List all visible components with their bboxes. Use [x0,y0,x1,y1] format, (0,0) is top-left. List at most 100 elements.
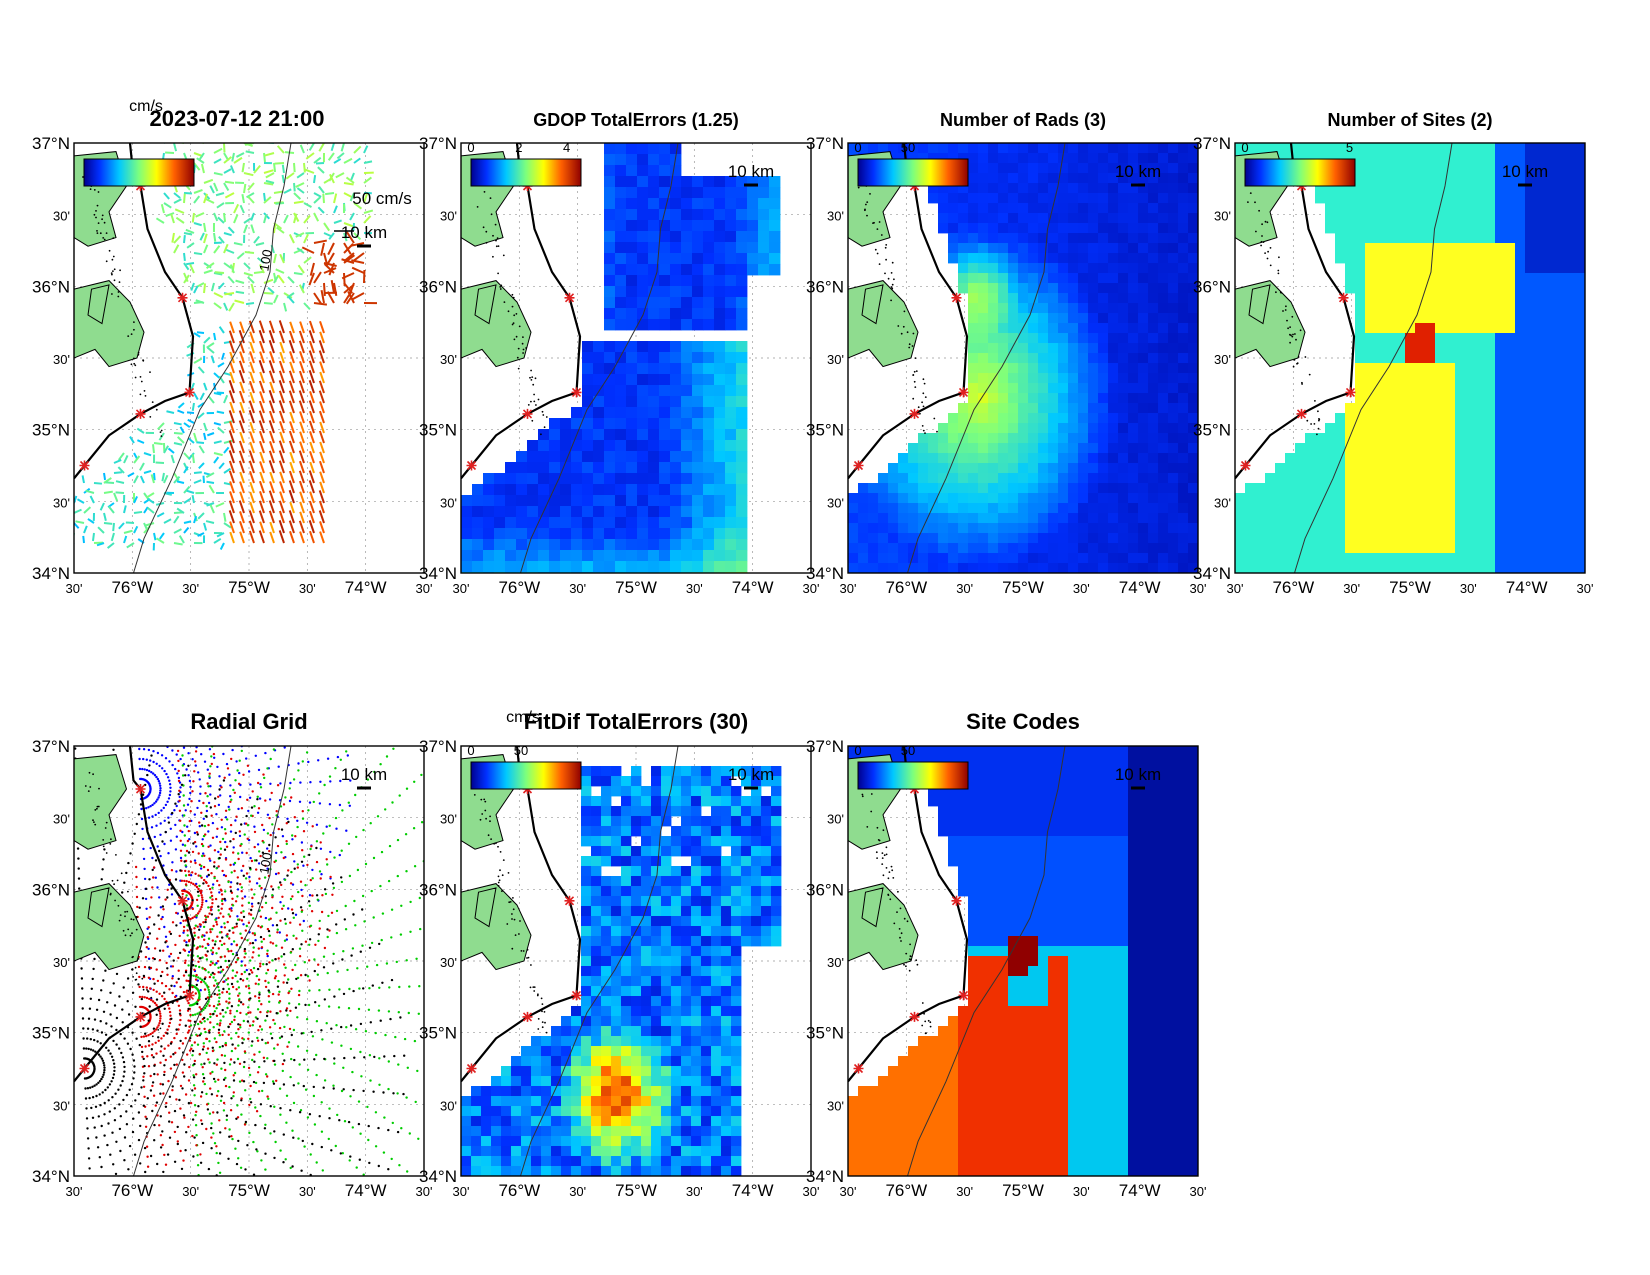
velocity-vector [263,169,274,174]
data-cell [1018,243,1029,254]
data-cell [1078,333,1089,344]
data-cell [769,187,781,199]
data-cell [1565,163,1576,174]
data-cell [714,308,726,320]
data-cell [988,273,999,284]
data-cell [1565,443,1576,454]
data-cell [1495,413,1506,424]
data-cell [593,385,605,397]
data-cell [1465,493,1476,504]
radial-grid-point [289,882,293,885]
data-cell [1525,523,1536,534]
data-cell [1078,233,1089,244]
radial-grid-point [184,959,187,962]
radial-grid-point [141,767,144,771]
data-cell [1118,503,1129,514]
data-cell [1455,163,1466,174]
data-cell [1138,513,1149,524]
data-cell [560,484,572,496]
data-cell [1168,323,1179,334]
data-cell [604,517,616,529]
velocity-vector [363,209,374,214]
radial-grid-point [224,832,227,835]
data-cell [1415,433,1426,444]
data-cell [1028,233,1039,244]
data-cell [1545,183,1556,194]
data-cell [1148,373,1159,384]
radial-grid-point [188,950,191,954]
data-cell [692,286,704,298]
velocity-vector [278,360,285,374]
data-cell [1565,313,1576,324]
coast-dot [490,213,493,216]
data-cell [1425,413,1436,424]
data-cell [692,187,704,199]
radial-grid-point [241,851,244,854]
data-cell [472,495,484,507]
data-cell [928,553,939,564]
data-cell [988,203,999,214]
coast-dot [532,383,535,386]
data-cell [1078,563,1089,573]
data-cell [670,319,682,331]
velocity-vector [258,530,265,544]
data-cell [1108,413,1119,424]
coast-dot [133,362,136,365]
coast-dot [913,370,916,373]
data-cell [1395,153,1406,164]
velocity-vector [281,164,285,174]
velocity-vector [325,192,335,196]
radial-grid-point [175,870,178,873]
coast-dot [1267,250,1269,253]
data-cell [1028,433,1039,444]
data-cell [1188,243,1198,254]
data-cell [461,561,473,573]
data-cell [659,462,671,474]
radial-grid-point [159,789,162,792]
radial-grid-point [279,782,282,785]
data-cell [1385,173,1396,184]
data-cell [626,539,638,551]
data-cell [1365,143,1376,154]
radar-site-marker [184,387,195,398]
data-cell [1355,563,1366,573]
data-cell [494,561,506,573]
data-cell [1445,403,1456,414]
data-cell [1525,243,1536,254]
data-cell [1495,533,1506,544]
data-cell [1425,373,1436,384]
radial-grid-point [154,800,158,803]
velocity-vector [223,394,229,404]
data-cell [1485,363,1496,374]
data-cell [1148,553,1159,564]
data-cell [1495,163,1506,174]
data-cell [637,374,649,386]
data-cell [725,473,737,485]
velocity-vector [289,530,295,544]
data-cell [725,363,737,375]
data-cell [1515,343,1526,354]
radial-grid-point [184,869,187,873]
data-cell [1405,283,1416,294]
longitude-tick-label: 75°W [228,578,270,597]
data-cell [1545,223,1556,234]
data-cell [1425,483,1436,494]
data-cell [988,483,999,494]
data-cell [968,433,979,444]
data-cell [1168,303,1179,314]
radial-grid-point [302,919,305,923]
velocity-vector [163,518,172,524]
data-cell [626,319,638,331]
data-cell [1265,523,1276,534]
data-cell [1118,263,1129,274]
data-cell [1385,303,1396,314]
data-cell [1415,303,1426,314]
data-cell [1188,183,1198,194]
data-cell [1445,453,1456,464]
data-cell [604,528,616,540]
data-cell [1028,153,1039,164]
data-cell [1525,423,1536,434]
data-cell [1435,543,1446,554]
data-cell [615,462,627,474]
data-cell [1395,413,1406,424]
